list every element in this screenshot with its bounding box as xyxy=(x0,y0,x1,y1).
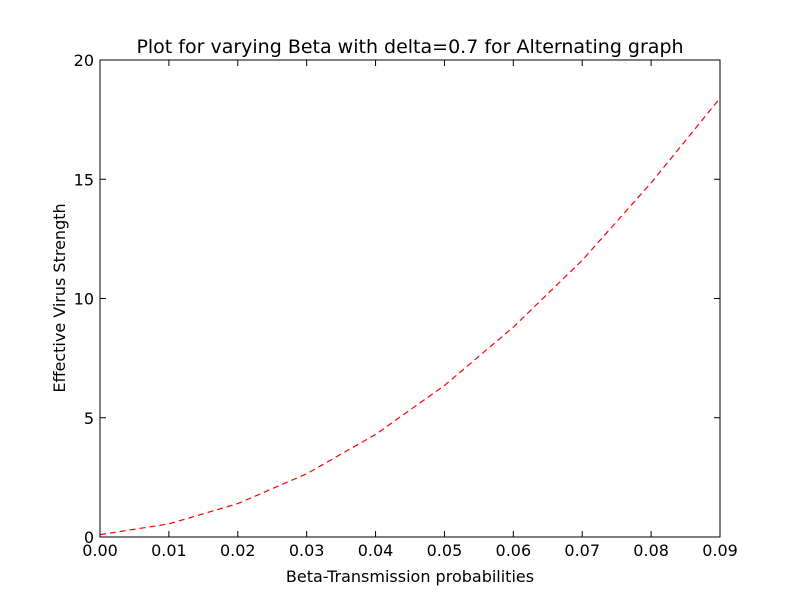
series-line xyxy=(99,97,721,536)
y-tick-label: 5 xyxy=(84,409,94,428)
chart-title: Plot for varying Beta with delta=0.7 for… xyxy=(136,36,683,58)
x-axis-label: Beta-Transmission probabilities xyxy=(286,567,534,586)
plot-frame xyxy=(99,59,721,538)
y-tick-label: 20 xyxy=(74,51,94,70)
x-tick-label: 0.02 xyxy=(220,541,256,560)
x-tick-label: 0.03 xyxy=(289,541,325,560)
x-tick-label: 0.05 xyxy=(427,541,463,560)
x-tick-label: 0.00 xyxy=(82,541,118,560)
y-axis-label: Effective Virus Strength xyxy=(50,203,69,392)
x-tick-label: 0.08 xyxy=(633,541,669,560)
x-tick-label: 0.09 xyxy=(702,541,738,560)
x-tick-label: 0.07 xyxy=(564,541,600,560)
x-tick-label: 0.06 xyxy=(496,541,532,560)
y-tick-label: 15 xyxy=(74,170,94,189)
x-tick-label: 0.01 xyxy=(151,541,187,560)
y-tick-label: 0 xyxy=(84,528,94,547)
plot-layer xyxy=(99,97,721,536)
ticks-layer: 0.00 0.01 0.02 0.03 0.04 0.05 0.06 0.07 0.08 0.09… xyxy=(74,51,738,560)
y-tick-label: 10 xyxy=(74,290,94,309)
x-tick-label: 0.04 xyxy=(358,541,394,560)
